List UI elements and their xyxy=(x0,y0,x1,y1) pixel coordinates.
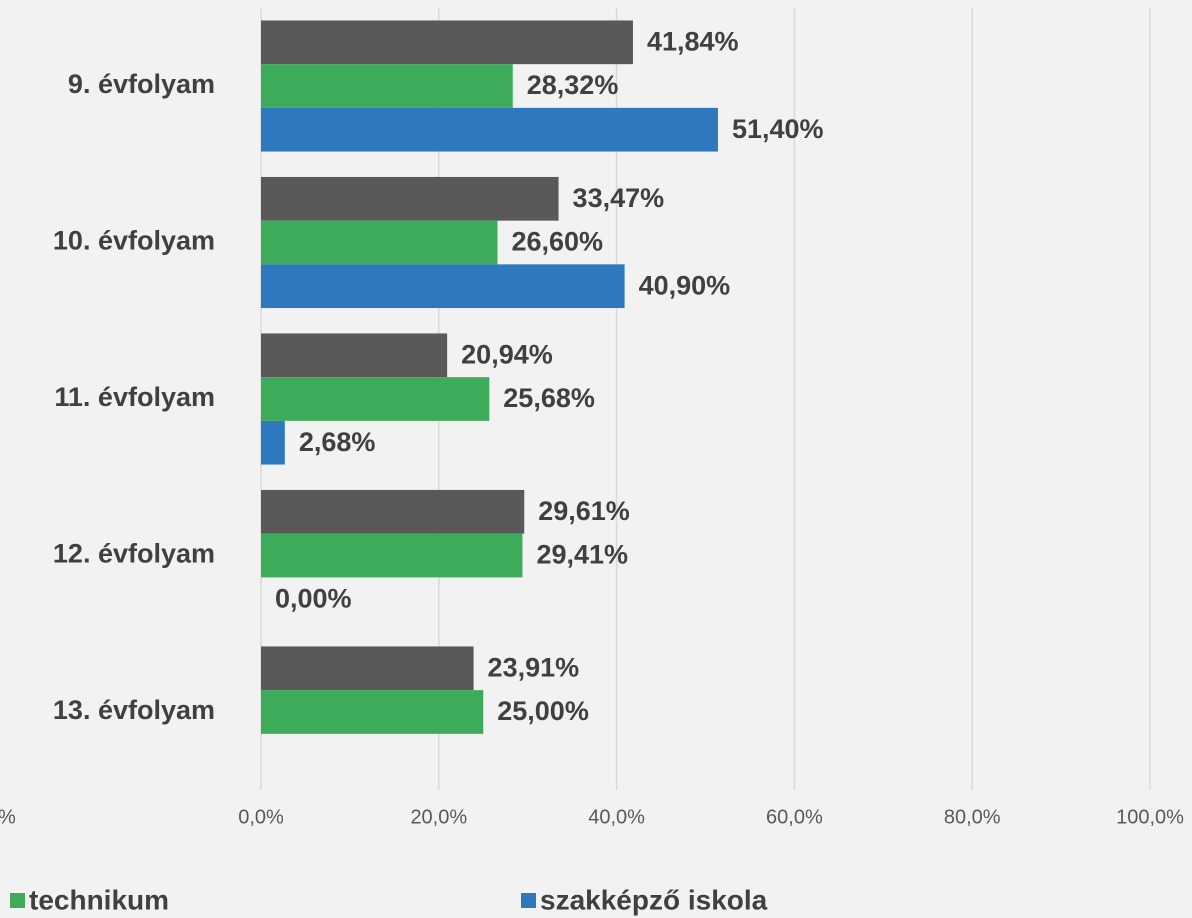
bar xyxy=(261,533,523,578)
bar xyxy=(261,64,513,108)
x-tick-label: 100,0% xyxy=(1116,806,1184,828)
value-label: 26,60% xyxy=(511,227,603,257)
value-label: 33,47% xyxy=(573,183,665,213)
x-tick-label: 0,0% xyxy=(238,806,284,828)
bar xyxy=(261,333,448,378)
value-label: 23,91% xyxy=(488,652,580,682)
legend-swatch xyxy=(521,893,536,908)
value-label: 29,61% xyxy=(538,496,630,526)
category-label: 10. évfolyam xyxy=(53,226,215,256)
value-label: 2,68% xyxy=(299,427,376,457)
x-tick-label: 20,0% xyxy=(410,806,467,828)
value-label: 20,94% xyxy=(461,339,553,369)
x-tick-label: 40,0% xyxy=(588,806,645,828)
bar xyxy=(261,264,625,309)
bar xyxy=(261,489,525,534)
value-label: 25,68% xyxy=(503,383,595,413)
value-label: 28,32% xyxy=(527,70,619,100)
value-label: 40,90% xyxy=(639,270,731,300)
category-label: 11. évfolyam xyxy=(54,382,215,412)
bar xyxy=(261,377,490,421)
legend-label: szakképző iskola xyxy=(540,884,768,915)
category-label: 13. évfolyam xyxy=(53,695,215,725)
bar xyxy=(261,107,718,152)
category-label: 9. évfolyam xyxy=(68,69,215,99)
bar xyxy=(261,20,633,65)
value-label: 29,41% xyxy=(536,540,628,570)
cropped-label: % xyxy=(0,806,16,828)
value-label: 41,84% xyxy=(647,26,739,56)
bar xyxy=(261,690,484,734)
bar xyxy=(261,420,285,465)
legend-swatch xyxy=(10,893,25,908)
x-tick-label: 60,0% xyxy=(766,806,823,828)
value-label: 25,00% xyxy=(497,696,589,726)
bar xyxy=(261,646,474,691)
x-tick-label: 80,0% xyxy=(944,806,1001,828)
category-label: 12. évfolyam xyxy=(53,539,215,569)
bar xyxy=(261,176,559,221)
bar xyxy=(261,220,498,265)
value-label: 0,00% xyxy=(275,583,352,613)
legend-label: technikum xyxy=(29,884,169,915)
value-label: 51,40% xyxy=(732,114,824,144)
